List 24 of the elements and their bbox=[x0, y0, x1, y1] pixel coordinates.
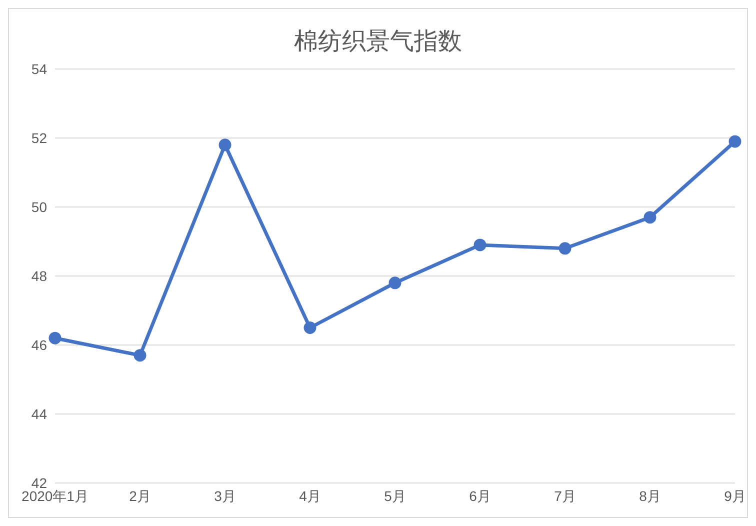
point bbox=[304, 322, 316, 334]
y-tick-label: 44 bbox=[31, 406, 48, 422]
x-tick-label: 7月 bbox=[554, 488, 576, 504]
y-tick-label: 50 bbox=[31, 198, 48, 215]
point bbox=[474, 238, 486, 252]
point bbox=[644, 211, 656, 224]
point bbox=[134, 349, 146, 362]
chart-title: 棉纺织景气指数 bbox=[293, 27, 463, 57]
x-tick-label: 5月 bbox=[384, 488, 406, 504]
y-tick-label: 46 bbox=[31, 336, 48, 353]
point bbox=[388, 276, 402, 290]
x-tick-label: 3月 bbox=[214, 488, 236, 504]
x-tick-label: 6月 bbox=[469, 488, 491, 504]
x-tick-label: 8月 bbox=[639, 488, 661, 504]
y-tick-label: 54 bbox=[31, 60, 48, 77]
point bbox=[728, 135, 742, 148]
x-tick-label: 2月 bbox=[129, 488, 151, 504]
point bbox=[48, 332, 62, 344]
point bbox=[558, 242, 572, 255]
x-tick-label: 4月 bbox=[299, 488, 321, 504]
y-tick-label: 48 bbox=[31, 268, 48, 284]
y-tick-label: 52 bbox=[31, 130, 48, 146]
x-tick-label: 9月 bbox=[724, 488, 746, 504]
point bbox=[218, 138, 232, 152]
